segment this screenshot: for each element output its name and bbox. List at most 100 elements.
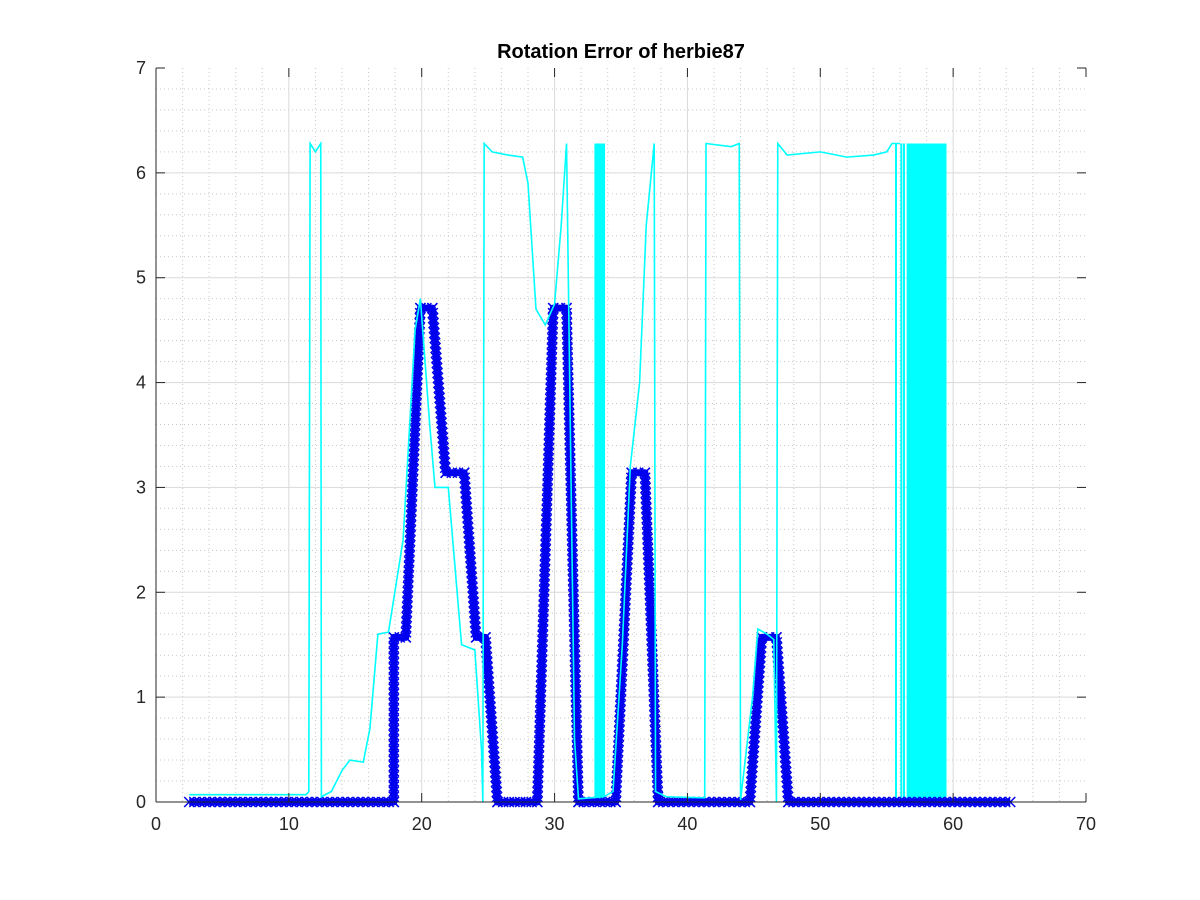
x-marker [568,604,580,617]
x-marker [432,377,444,389]
x-marker [407,474,419,486]
x-marker [470,631,482,643]
x-marker [537,615,549,627]
x-marker [547,322,559,334]
x-marker [465,557,477,569]
x-marker [405,510,417,522]
x-marker [749,726,761,738]
x-marker [462,517,474,529]
x-marker [650,750,662,762]
x-marker [776,711,788,723]
x-marker [388,683,400,695]
x-marker [388,755,400,767]
x-marker [463,537,475,549]
x-marker [411,388,423,400]
x-marker [535,670,547,682]
x-marker [460,487,472,499]
x-marker [645,614,657,626]
x-marker [546,332,558,344]
x-marker [405,520,417,532]
x-marker [568,630,580,642]
x-marker [755,641,767,653]
x-marker [773,666,785,678]
x-marker [406,490,418,502]
x-marker [617,644,629,656]
x-marker [543,418,556,430]
x-marker [430,347,442,359]
x-marker [536,640,548,652]
x-marker [570,700,582,712]
y-tick-label: 6 [136,163,146,183]
x-marker [643,578,655,590]
x-marker [543,433,555,445]
series-thick-markers [183,302,1016,808]
x-marker [406,479,419,491]
x-marker [388,734,400,746]
x-marker [437,437,449,449]
x-marker [568,615,580,627]
x-marker [485,706,497,718]
x-marker [781,781,793,793]
x-marker [746,766,758,778]
x-marker [464,542,476,554]
x-marker [388,786,400,798]
x-marker [434,402,446,414]
x-marker [542,463,554,475]
x-marker [404,540,416,552]
x-marker [616,659,628,671]
x-marker [647,669,659,681]
x-marker [542,458,554,470]
x-marker [406,495,418,507]
x-marker [570,680,582,692]
x-marker [400,631,412,643]
x-marker [750,711,762,723]
x-marker [536,660,548,672]
x-marker [622,538,634,550]
x-marker [745,776,757,788]
x-marker [426,302,438,314]
x-marker [409,434,421,446]
x-marker [488,751,500,763]
y-tick-label: 0 [136,792,146,812]
x-marker [402,591,414,603]
x-marker [388,791,400,803]
x-marker [413,343,425,355]
x-marker [747,746,760,758]
x-tick-label: 0 [151,814,161,834]
x-marker [618,629,630,641]
x-marker [749,731,761,743]
x-marker [388,698,400,710]
x-marker [401,606,413,618]
x-marker [404,535,416,547]
x-marker [459,477,471,489]
x-marker [538,584,550,596]
x-marker [651,755,663,768]
x-marker [464,547,476,559]
x-marker [388,703,400,715]
x-marker [490,781,502,793]
x-marker [484,691,496,703]
x-marker [388,781,400,793]
x-marker [570,675,582,687]
x-marker [569,670,581,682]
x-marker [570,710,582,722]
x-marker [437,432,449,444]
x-marker [438,452,450,464]
x-marker [468,596,480,608]
x-marker [747,756,759,768]
x-marker [388,719,400,731]
x-marker [563,408,575,420]
x-marker [459,472,471,484]
x-marker [569,665,581,677]
x-marker [532,766,544,778]
x-marker [536,645,548,657]
x-marker [623,512,635,524]
x-marker [642,553,654,565]
x-marker [780,761,792,773]
x-marker [404,545,416,557]
x-marker [614,700,626,712]
x-marker [431,357,443,369]
x-marker [618,619,630,631]
x-marker [777,721,789,733]
x-marker [439,462,451,474]
